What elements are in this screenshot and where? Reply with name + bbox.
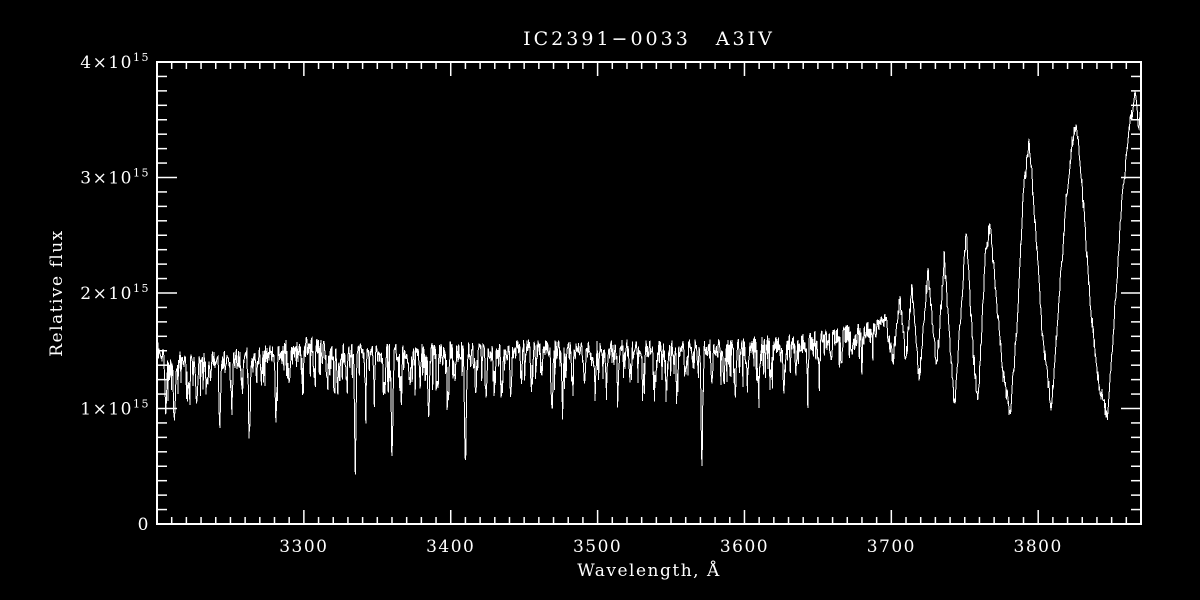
y-tick-label: 4×1015 xyxy=(80,51,150,73)
spectrum-line xyxy=(156,90,1142,475)
x-axis-title: Wavelength, Å xyxy=(577,560,721,581)
x-axis-ticks xyxy=(170,62,1128,524)
y-axis-title: Relative flux xyxy=(47,229,67,357)
y-tick-label: 2×1015 xyxy=(80,282,150,304)
y-tick-label: 0 xyxy=(138,515,150,535)
y-axis-ticks xyxy=(157,61,1141,525)
x-tick-label: 3500 xyxy=(573,537,622,557)
x-tick-label: 3300 xyxy=(279,537,328,557)
x-tick-label: 3800 xyxy=(1014,537,1063,557)
y-axis-tick-labels: 0 1×1015 2×1015 3×1015 4×1015 xyxy=(80,51,150,535)
x-tick-label: 3400 xyxy=(426,537,475,557)
x-tick-label: 3600 xyxy=(720,537,769,557)
y-tick-label: 1×1015 xyxy=(80,398,150,420)
x-tick-label: 3700 xyxy=(867,537,916,557)
x-axis-tick-labels: 3300 3400 3500 3600 3700 3800 xyxy=(279,537,1063,557)
plot-title: IC2391−0033 A3IV xyxy=(523,28,775,50)
y-tick-label: 3×1015 xyxy=(80,167,150,189)
